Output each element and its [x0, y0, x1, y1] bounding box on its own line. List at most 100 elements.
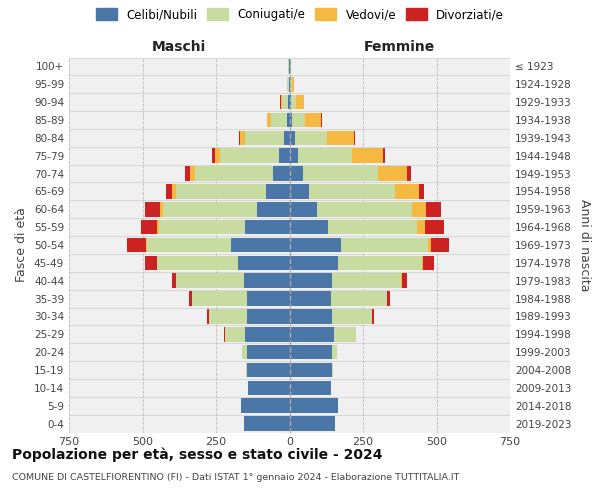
- Bar: [296, 95, 304, 110]
- Bar: [418, 220, 425, 234]
- Bar: [327, 130, 353, 145]
- Bar: [145, 202, 160, 216]
- Bar: [172, 274, 176, 288]
- Bar: [244, 416, 290, 431]
- Bar: [290, 398, 338, 413]
- Bar: [290, 291, 331, 306]
- Bar: [176, 274, 244, 288]
- Bar: [291, 95, 296, 110]
- Bar: [158, 220, 245, 234]
- Bar: [257, 202, 290, 216]
- Bar: [146, 238, 147, 252]
- Bar: [189, 291, 192, 306]
- Bar: [147, 238, 230, 252]
- Bar: [425, 220, 444, 234]
- Bar: [212, 148, 215, 163]
- Bar: [290, 345, 332, 360]
- Bar: [290, 256, 338, 270]
- Bar: [163, 202, 257, 216]
- Bar: [290, 380, 331, 395]
- Bar: [290, 202, 317, 216]
- Bar: [308, 184, 395, 198]
- Bar: [401, 274, 402, 288]
- Bar: [290, 77, 292, 92]
- Bar: [341, 238, 428, 252]
- Bar: [428, 238, 431, 252]
- Bar: [239, 130, 245, 145]
- Bar: [193, 291, 247, 306]
- Bar: [196, 166, 274, 181]
- Bar: [281, 95, 282, 110]
- Bar: [160, 202, 163, 216]
- Bar: [352, 148, 383, 163]
- Bar: [290, 148, 298, 163]
- Bar: [246, 362, 247, 378]
- Bar: [127, 238, 146, 252]
- Bar: [282, 95, 288, 110]
- Bar: [247, 345, 290, 360]
- Bar: [338, 256, 422, 270]
- Bar: [387, 291, 390, 306]
- Bar: [287, 77, 289, 92]
- Bar: [328, 220, 418, 234]
- Y-axis label: Anni di nascita: Anni di nascita: [578, 198, 591, 291]
- Bar: [247, 291, 290, 306]
- Bar: [412, 202, 426, 216]
- Bar: [334, 327, 356, 342]
- Bar: [247, 362, 290, 378]
- Bar: [279, 148, 290, 163]
- Bar: [247, 309, 290, 324]
- Bar: [290, 95, 291, 110]
- Bar: [215, 148, 220, 163]
- Bar: [332, 345, 337, 360]
- Text: Femmine: Femmine: [364, 40, 436, 54]
- Bar: [290, 166, 303, 181]
- Bar: [166, 184, 172, 198]
- Bar: [141, 220, 157, 234]
- Bar: [157, 220, 158, 234]
- Bar: [172, 184, 176, 198]
- Bar: [290, 309, 332, 324]
- Bar: [176, 184, 266, 198]
- Bar: [274, 166, 290, 181]
- Bar: [242, 345, 247, 360]
- Bar: [317, 202, 412, 216]
- Bar: [225, 327, 245, 342]
- Bar: [332, 309, 372, 324]
- Bar: [287, 112, 290, 128]
- Bar: [402, 274, 407, 288]
- Bar: [290, 238, 341, 252]
- Bar: [332, 274, 401, 288]
- Bar: [383, 148, 385, 163]
- Bar: [230, 238, 290, 252]
- Bar: [295, 130, 327, 145]
- Text: Maschi: Maschi: [152, 40, 206, 54]
- Bar: [331, 291, 386, 306]
- Bar: [407, 166, 411, 181]
- Bar: [298, 148, 352, 163]
- Bar: [431, 238, 449, 252]
- Legend: Celibi/Nubili, Coniugati/e, Vedovi/e, Divorziati/e: Celibi/Nubili, Coniugati/e, Vedovi/e, Di…: [91, 4, 509, 26]
- Bar: [245, 130, 284, 145]
- Bar: [422, 256, 423, 270]
- Bar: [290, 327, 334, 342]
- Bar: [290, 112, 292, 128]
- Bar: [209, 309, 247, 324]
- Bar: [245, 327, 290, 342]
- Bar: [372, 309, 374, 324]
- Bar: [185, 166, 190, 181]
- Bar: [207, 309, 209, 324]
- Text: COMUNE DI CASTELFIORENTINO (FI) - Dati ISTAT 1° gennaio 2024 - Elaborazione TUTT: COMUNE DI CASTELFIORENTINO (FI) - Dati I…: [12, 472, 460, 482]
- Bar: [419, 184, 424, 198]
- Bar: [268, 112, 271, 128]
- Bar: [290, 220, 328, 234]
- Bar: [145, 256, 157, 270]
- Bar: [290, 184, 308, 198]
- Bar: [284, 130, 290, 145]
- Bar: [241, 398, 290, 413]
- Bar: [378, 166, 407, 181]
- Bar: [303, 166, 378, 181]
- Bar: [290, 416, 335, 431]
- Y-axis label: Fasce di età: Fasce di età: [16, 208, 28, 282]
- Bar: [292, 77, 294, 92]
